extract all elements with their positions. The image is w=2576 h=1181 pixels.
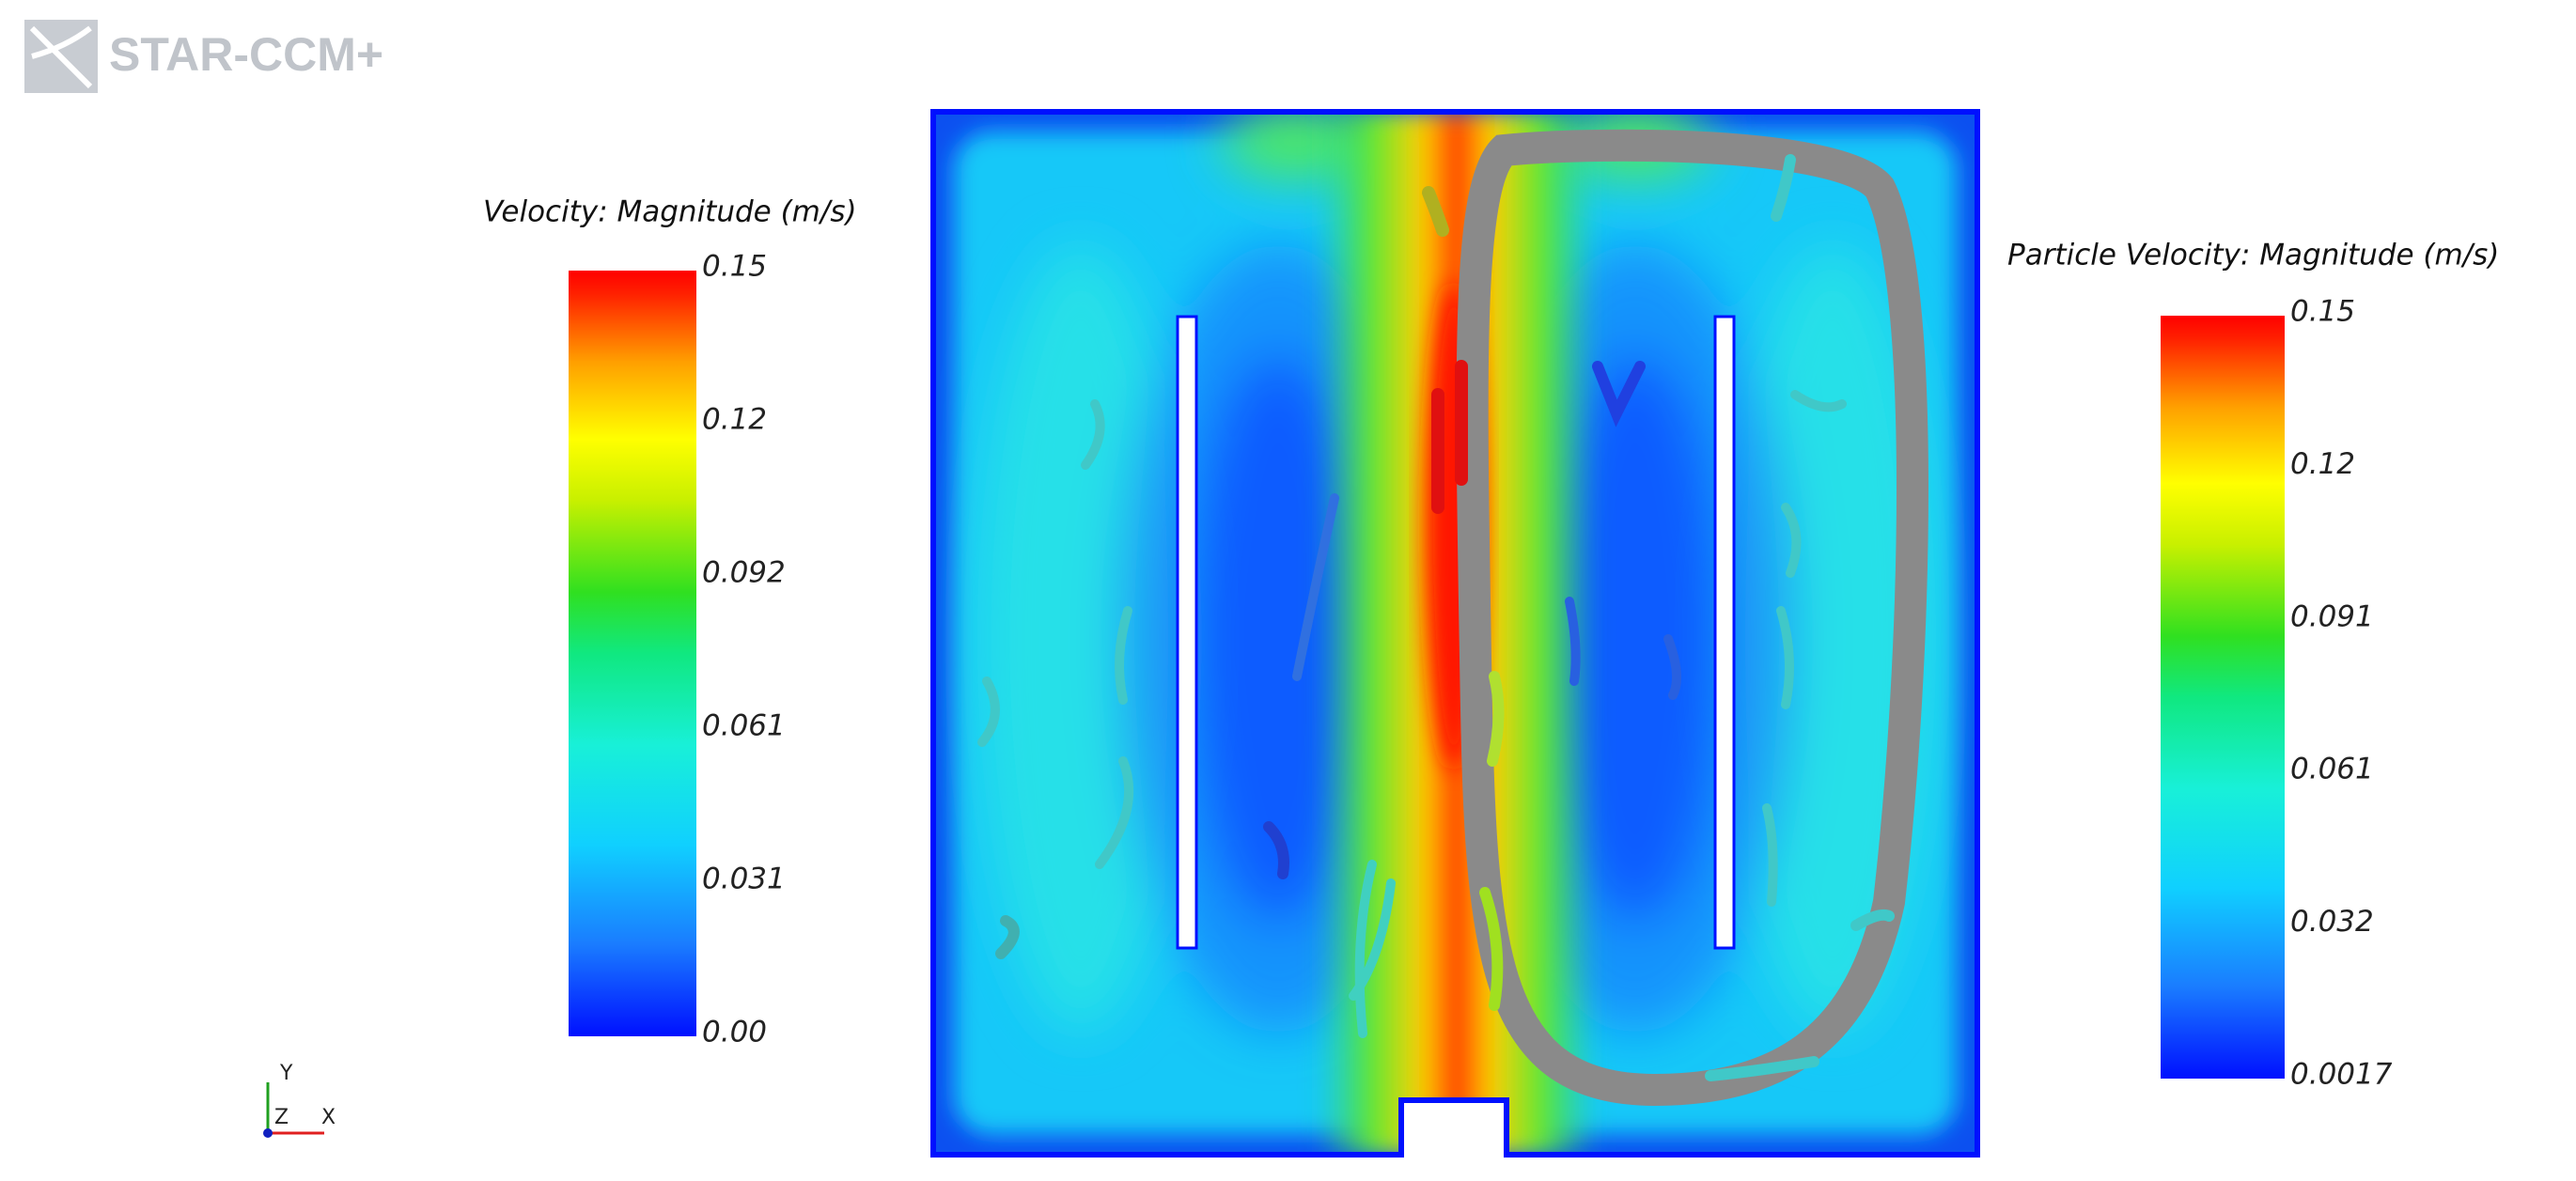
legends: Velocity: Magnitude (m/s) 0.15 0.12 0.092 0.… — [483, 195, 2499, 1092]
logo: STAR-CCM+ — [24, 20, 383, 93]
legend-title: Particle Velocity: Magnitude (m/s) — [2007, 239, 2499, 272]
logo-text: STAR-CCM+ — [109, 28, 383, 81]
legend-label: 0.00 — [702, 1016, 767, 1049]
legend-label: 0.12 — [2290, 447, 2355, 481]
legend-label: 0.061 — [2290, 753, 2374, 786]
legend-title: Velocity: Magnitude (m/s) — [483, 195, 857, 229]
color-bar — [2161, 316, 2285, 1079]
legend-label: 0.0017 — [2290, 1058, 2393, 1092]
baffle — [1713, 315, 1736, 950]
axes-triad: Y Z X — [263, 1062, 336, 1138]
axis-label-y: Y — [279, 1062, 293, 1085]
legend-label: 0.031 — [702, 862, 786, 896]
axis-label-x: X — [321, 1106, 336, 1129]
legend-label: 0.12 — [702, 403, 767, 437]
domain-outline — [930, 109, 1980, 1158]
baffle — [1176, 315, 1198, 950]
color-bar — [569, 271, 696, 1036]
legend-label: 0.032 — [2290, 905, 2374, 939]
particle-tracks — [977, 129, 1928, 1107]
flow-field — [933, 112, 1977, 1155]
legend-label: 0.15 — [2290, 295, 2355, 329]
legend-label: 0.15 — [702, 250, 767, 284]
legend-label: 0.061 — [702, 709, 786, 743]
legend-label: 0.092 — [702, 556, 786, 590]
axis-label-z: Z — [274, 1106, 289, 1129]
legend-label: 0.091 — [2290, 599, 2374, 633]
